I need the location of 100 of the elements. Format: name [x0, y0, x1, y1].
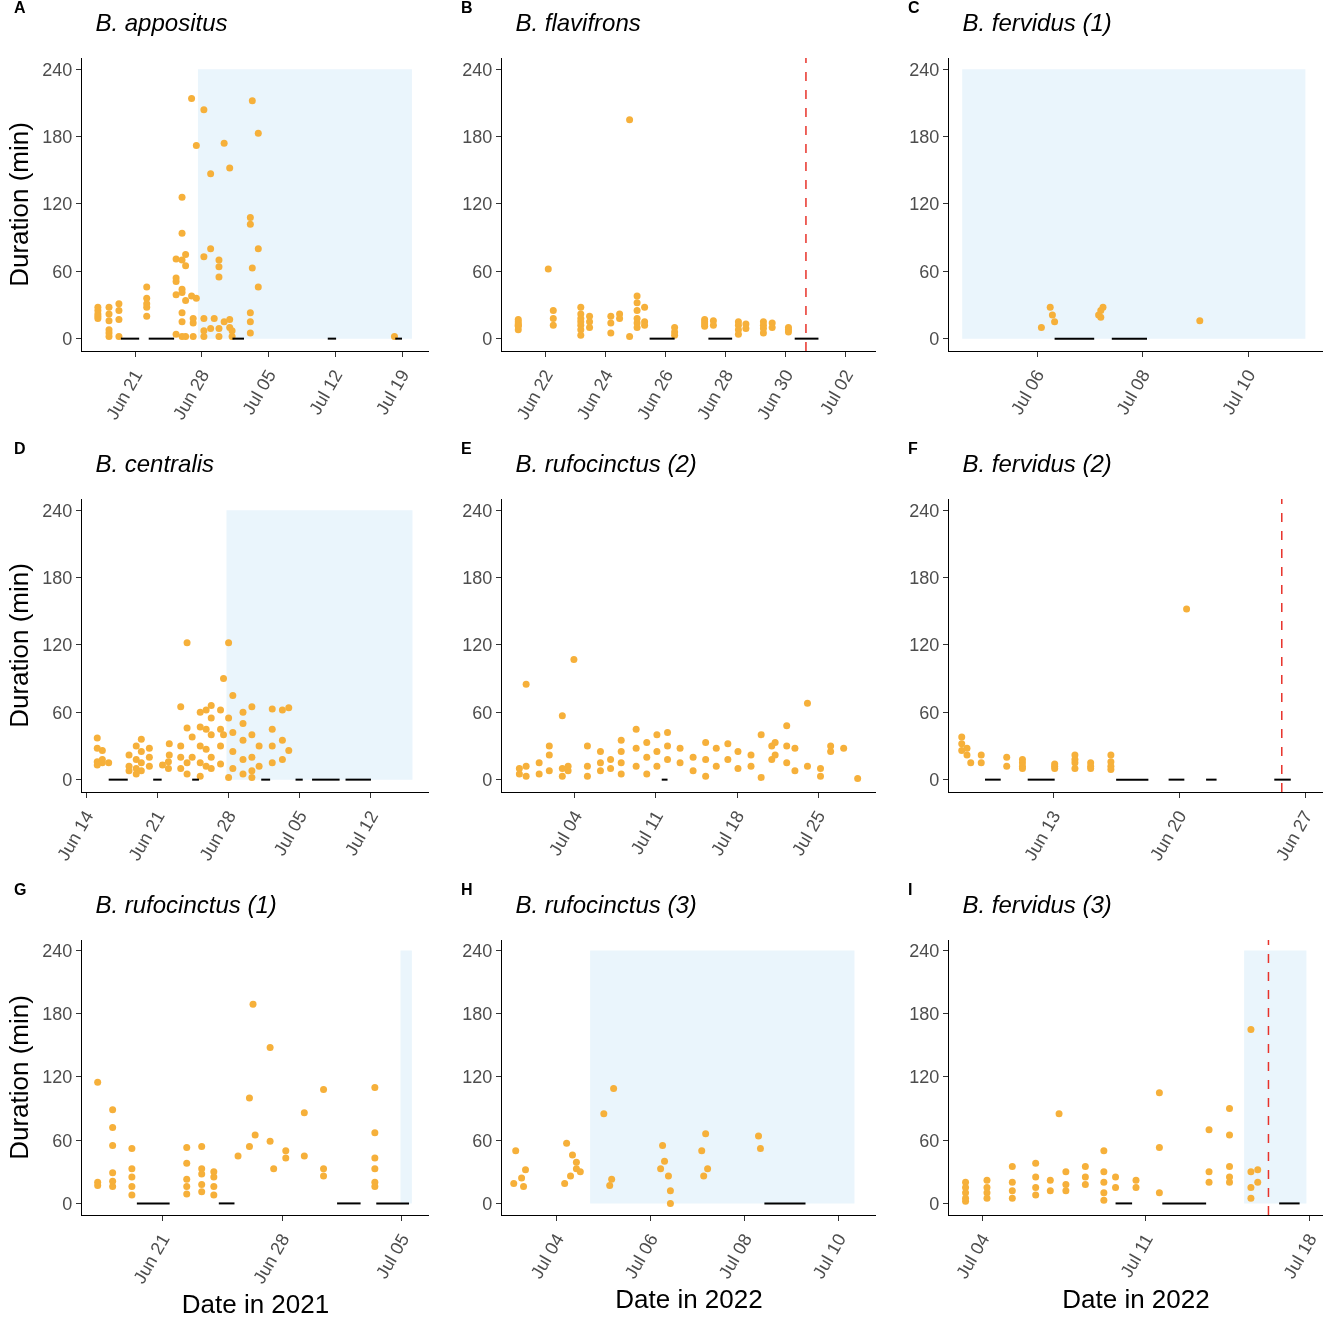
x-tick-label: Jun 22 — [512, 366, 558, 424]
x-tick-label: Jun 28 — [168, 366, 214, 424]
x-tick-label: Jul 11 — [1116, 1230, 1157, 1281]
text: I — [908, 881, 913, 898]
y-tick-label: 180 — [909, 126, 940, 147]
y-tick-label: 0 — [62, 1193, 73, 1214]
x-tick-label: Jun 26 — [632, 366, 678, 424]
y-axis-title: Duration (min) — [3, 122, 34, 287]
x-tick-label: Jul 05 — [269, 807, 312, 859]
x-tick-label: Jul 05 — [238, 366, 280, 418]
y-tick-label: 60 — [52, 702, 73, 723]
x-tick-label: Jun 27 — [1271, 807, 1317, 865]
y-tick-label: 120 — [909, 194, 940, 215]
text: D — [14, 440, 26, 457]
y-tick-label: 180 — [909, 567, 940, 588]
y-axis-title: Duration (min) — [3, 995, 34, 1160]
x-tick-label: Jul 05 — [371, 1230, 414, 1282]
y-tick-label: 0 — [929, 1193, 940, 1214]
x-tick-label: Jun 28 — [249, 1230, 294, 1288]
y-axis-title: Duration (min) — [3, 563, 34, 728]
y-tick-label: 60 — [472, 1130, 493, 1151]
y-tick-label: 180 — [42, 567, 73, 588]
x-tick-label: Jul 18 — [706, 807, 749, 859]
y-tick-label: 240 — [909, 940, 940, 961]
y-tick-label: 60 — [472, 702, 493, 723]
x-tick-label: Jul 04 — [526, 1230, 569, 1282]
y-tick-label: 240 — [462, 940, 493, 961]
x-axis-title: Date in 2022 — [615, 1283, 763, 1314]
y-tick-label: 120 — [909, 635, 940, 656]
chart-title: B. fervidus (1) — [962, 8, 1112, 36]
x-tick-label: Jul 08 — [714, 1230, 757, 1282]
y-tick-label: 0 — [482, 328, 493, 349]
y-tick-label: 0 — [929, 769, 940, 790]
text: E — [461, 440, 472, 457]
y-tick-label: 60 — [919, 261, 940, 282]
y-tick-label: 60 — [472, 261, 493, 282]
chart-title: B. rufocinctus (1) — [95, 890, 277, 918]
x-tick-label: Jul 25 — [788, 807, 830, 859]
y-tick-label: 120 — [909, 1067, 940, 1088]
chart-title: B. fervidus (2) — [962, 449, 1112, 477]
y-tick-label: 240 — [462, 500, 493, 521]
y-tick-label: 180 — [462, 567, 493, 588]
chart-title: B. fervidus (3) — [962, 890, 1112, 918]
y-tick-label: 60 — [919, 702, 940, 723]
x-tick-label: Jun 21 — [102, 366, 147, 424]
x-tick-label: Jul 12 — [305, 366, 347, 418]
x-tick-label: Jun 21 — [124, 807, 169, 865]
x-tick-label: Jun 24 — [572, 366, 618, 424]
chart-title: B. flavifrons — [515, 8, 641, 36]
x-tick-label: Jul 19 — [371, 366, 414, 418]
text: A — [14, 0, 26, 16]
x-tick-label: Jul 06 — [620, 1230, 663, 1282]
x-tick-label: Jul 10 — [1218, 366, 1260, 418]
x-tick-label: Jul 11 — [626, 807, 668, 858]
y-tick-label: 240 — [909, 59, 940, 80]
y-tick-label: 240 — [42, 940, 73, 961]
x-tick-label: Jun 13 — [1020, 807, 1065, 865]
y-tick-label: 180 — [462, 1004, 493, 1025]
x-tick-label: Jun 14 — [53, 807, 98, 865]
chart-title: B. centralis — [95, 449, 215, 477]
y-tick-label: 240 — [42, 500, 73, 521]
chart-title: B. rufocinctus (3) — [515, 890, 697, 918]
x-tick-label: Jun 28 — [195, 807, 240, 865]
y-tick-label: 120 — [462, 194, 493, 215]
x-tick-label: Jul 12 — [340, 807, 383, 859]
x-tick-label: Jul 02 — [815, 366, 858, 418]
y-tick-label: 180 — [42, 1004, 73, 1025]
y-tick-label: 120 — [462, 635, 493, 656]
y-tick-label: 0 — [62, 769, 73, 790]
x-axis-title: Date in 2021 — [181, 1288, 330, 1319]
y-tick-label: 180 — [909, 1004, 940, 1025]
y-tick-label: 60 — [919, 1130, 940, 1151]
y-tick-label: 60 — [52, 261, 73, 282]
x-tick-label: Jul 08 — [1112, 366, 1154, 418]
y-tick-label: 60 — [52, 1130, 73, 1151]
y-tick-label: 180 — [42, 126, 73, 147]
y-tick-label: 0 — [482, 1193, 493, 1214]
y-tick-label: 240 — [42, 59, 73, 80]
x-tick-label: Jul 18 — [1279, 1230, 1321, 1282]
chart-title: B. rufocinctus (2) — [515, 449, 697, 477]
text: G — [14, 881, 27, 898]
text: F — [908, 440, 918, 457]
x-tick-label: Jul 04 — [952, 1230, 994, 1282]
y-tick-label: 240 — [909, 500, 940, 521]
x-axis-title: Date in 2022 — [1062, 1283, 1210, 1314]
chart-title: B. appositus — [95, 8, 228, 36]
x-tick-label: Jul 04 — [544, 807, 587, 859]
text: H — [461, 881, 473, 898]
x-tick-label: Jun 28 — [692, 366, 738, 424]
x-tick-label: Jul 06 — [1006, 366, 1049, 418]
x-tick-label: Jul 10 — [808, 1230, 851, 1282]
y-tick-label: 0 — [62, 328, 73, 349]
x-tick-label: Jun 21 — [129, 1230, 174, 1288]
x-tick-label: Jun 30 — [752, 366, 798, 424]
y-tick-label: 120 — [42, 1067, 73, 1088]
y-tick-label: 120 — [42, 194, 73, 215]
y-tick-label: 0 — [482, 769, 493, 790]
y-tick-label: 120 — [462, 1067, 493, 1088]
y-tick-label: 120 — [42, 635, 73, 656]
y-tick-label: 0 — [929, 328, 940, 349]
